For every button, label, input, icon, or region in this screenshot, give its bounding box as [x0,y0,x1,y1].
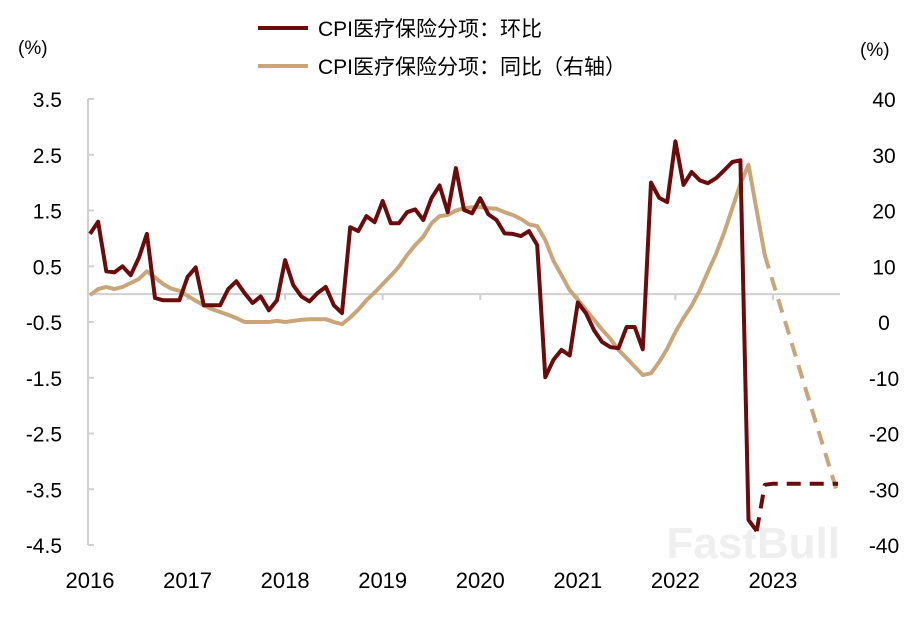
x-tick-label: 2023 [748,568,797,593]
series-line-mom [88,139,759,533]
legend-label-yoy: CPI医疗保险分项：同比（右轴） [318,56,626,79]
right-tick-label: -40 [869,535,899,558]
left-tick-label: 2.5 [33,145,62,168]
right-tick-label: 10 [872,256,895,279]
series-forecast-mom [754,481,838,532]
x-tick-label: 2016 [66,568,115,593]
legend: CPI医疗保险分项：环比 CPI医疗保险分项：同比（右轴） [258,18,626,79]
x-tick-label: 2019 [358,568,407,593]
left-tick-label: -2.5 [26,424,62,447]
series-forecast-yoy [762,254,840,496]
x-tick-label: 2021 [553,568,602,593]
right-tick-label: 30 [872,145,895,168]
left-axis-unit: (%) [18,38,48,59]
left-tick-label: 0.5 [33,256,62,279]
left-tick-label: -3.5 [26,479,62,502]
left-tick-label: -1.5 [26,368,62,391]
right-tick-label: 0 [878,312,890,335]
left-tick-label: -4.5 [26,535,62,558]
right-axis-unit: (%) [860,40,890,61]
x-tick-label: 2022 [651,568,700,593]
right-tick-label: -20 [869,424,899,447]
x-tick-label: 2018 [261,568,310,593]
x-tick-label: 2020 [456,568,505,593]
right-tick-label: 20 [872,201,895,224]
right-tick-label: -30 [869,479,899,502]
left-tick-label: -0.5 [26,312,62,335]
left-tick-label: 1.5 [33,201,62,224]
x-tick-label: 2017 [163,568,212,593]
right-tick-label: 40 [872,89,895,112]
right-tick-label: -10 [869,368,899,391]
left-tick-label: 3.5 [33,89,62,112]
legend-label-mom: CPI医疗保险分项：环比 [318,18,542,41]
